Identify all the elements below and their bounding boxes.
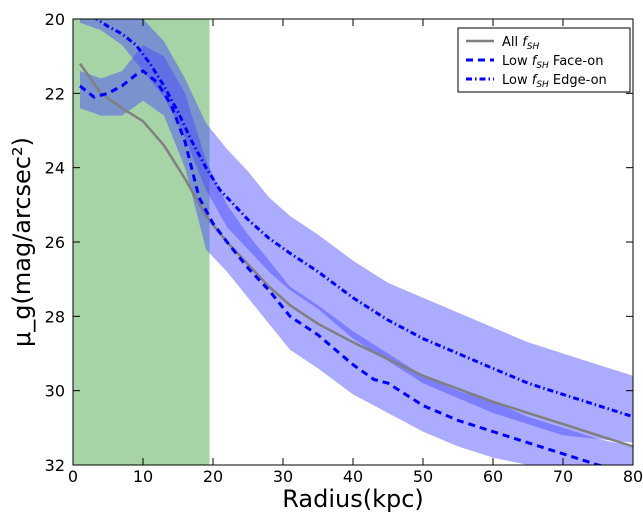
x-tick-label: 0 — [68, 467, 78, 486]
x-axis-label: Radius(kpc) — [282, 485, 424, 512]
x-tick-label: 60 — [483, 467, 503, 486]
series-line-low-f-sh-edge-on — [94, 19, 633, 419]
legend-label-all-f-sh: All fSH — [502, 35, 540, 52]
x-tick-label: 40 — [343, 467, 363, 486]
x-tick-label: 80 — [623, 467, 643, 486]
uncertainty-band-1 — [80, 45, 633, 465]
x-tick-label: 10 — [133, 467, 153, 486]
y-tick-label: 30 — [45, 382, 65, 401]
legend-box — [457, 27, 631, 93]
y-tick-label: 32 — [45, 456, 65, 475]
x-tick-label: 30 — [273, 467, 293, 486]
x-tick-label: 20 — [203, 467, 223, 486]
x-tick-label: 50 — [413, 467, 433, 486]
series-line-low-f-sh-face-on — [79, 69, 606, 465]
y-axis-label: μ_g(mag/arcsec²) — [8, 137, 36, 347]
legend-label-low-f-sh-edge-on: Low fSH Edge-on — [502, 73, 607, 90]
y-tick-label: 26 — [45, 233, 65, 252]
y-tick-label: 28 — [45, 307, 65, 326]
uncertainty-band-2 — [80, 19, 633, 443]
y-tick-label: 24 — [45, 159, 65, 178]
x-tick-label: 70 — [553, 467, 573, 486]
y-tick-label: 20 — [45, 10, 65, 29]
legend-label-low-f-sh-face-on: Low fSH Face-on — [502, 54, 603, 71]
series-line-all-f-sh — [78, 62, 633, 448]
legend: All fSH Low fSH Face-on Low fSH Edge-on — [457, 27, 631, 93]
y-tick-label: 22 — [45, 84, 65, 103]
shaded-region — [73, 19, 210, 465]
